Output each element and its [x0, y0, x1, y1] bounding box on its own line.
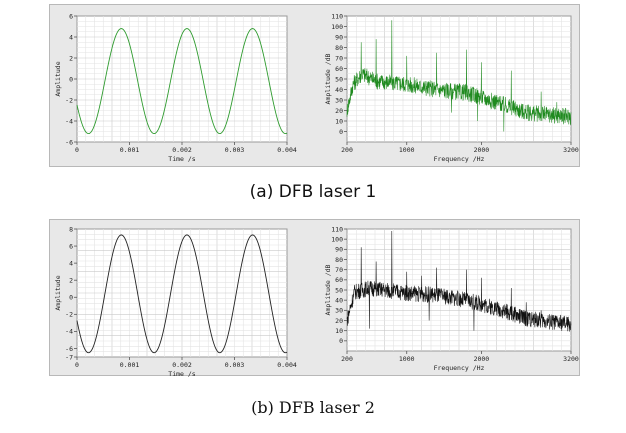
- x-tick-label: 200: [341, 355, 353, 363]
- x-tick-label: 0.002: [172, 146, 192, 154]
- x-tick-label: 0: [75, 146, 79, 154]
- y-tick-label: 70: [335, 54, 343, 62]
- y-tick-label: -4: [65, 328, 73, 336]
- y-tick-label: 60: [335, 65, 343, 73]
- y-tick-label: -4: [65, 117, 73, 125]
- y-axis-label: Amplitude /dB: [324, 53, 332, 104]
- x-tick-label: 200: [341, 146, 353, 154]
- caption-a: (a) DFB laser 1: [249, 182, 377, 202]
- y-tick-label: -2: [65, 96, 73, 104]
- y-axis-label: Amplitude: [54, 275, 62, 310]
- y-tick-label: 70: [335, 266, 343, 274]
- y-tick-label: 10: [335, 327, 343, 335]
- x-tick-label: 3200: [563, 146, 579, 154]
- y-tick-label: 40: [335, 296, 343, 304]
- y-tick-label: 110: [331, 225, 343, 233]
- y-tick-label: 4: [69, 33, 73, 41]
- x-tick-label: 2000: [474, 146, 490, 154]
- series-line: [346, 20, 572, 132]
- x-tick-label: 3200: [563, 355, 579, 363]
- series-line: [76, 234, 288, 354]
- series-line: [346, 231, 572, 332]
- x-tick-label: 0.004: [277, 361, 297, 369]
- y-tick-label: 20: [335, 317, 343, 325]
- chart-b-spectrum: 200 1000 2000 3200 0 10 20 30 40 50 60 70 80 90 100 110…: [324, 225, 579, 372]
- x-axis-label: Time /s: [168, 370, 195, 377]
- y-tick-label: -6: [65, 138, 73, 146]
- y-tick-label: 20: [335, 107, 343, 115]
- y-tick-label: 0: [69, 294, 73, 302]
- x-tick-label: 0.001: [120, 146, 140, 154]
- y-tick-label: 50: [335, 286, 343, 294]
- y-tick-label: 0: [69, 75, 73, 83]
- y-tick-label: 100: [331, 235, 343, 243]
- y-tick-label: 2: [69, 54, 73, 62]
- y-tick-label: 30: [335, 96, 343, 104]
- y-tick-label: 80: [335, 256, 343, 264]
- chart-a-time: 0 0.001 0.002 0.003 0.004 -6 -4 -2 0 2 4 6 Time /s Am…: [54, 12, 297, 163]
- chart-panel-a: 0 0.001 0.002 0.003 0.004 -6 -4 -2 0 2 4 6 Time /s Am…: [49, 4, 580, 167]
- x-axis-label: Frequency /Hz: [434, 364, 485, 372]
- x-axis-label: Frequency /Hz: [434, 155, 485, 163]
- y-tick-label: 10: [335, 117, 343, 125]
- y-tick-label: 50: [335, 75, 343, 83]
- x-tick-label: 0.003: [225, 146, 245, 154]
- caption-b: (b) DFB laser 2: [251, 398, 375, 417]
- y-tick-label: 0: [339, 337, 343, 345]
- y-tick-label: -2: [65, 311, 73, 319]
- y-axis-label: Amplitude: [54, 61, 62, 96]
- y-tick-label: 6: [69, 12, 73, 20]
- y-tick-label: 0: [339, 128, 343, 136]
- x-tick-label: 0.003: [225, 361, 245, 369]
- y-tick-label: 4: [69, 259, 73, 267]
- y-tick-label: 110: [331, 12, 343, 20]
- y-tick-label: 6: [69, 242, 73, 250]
- y-tick-label: 100: [331, 23, 343, 31]
- y-tick-label: 60: [335, 276, 343, 284]
- y-tick-label: 90: [335, 246, 343, 254]
- y-axis-label: Amplitude /dB: [324, 264, 332, 315]
- chart-b-time: 0 0.001 0.002 0.003 0.004 -7-6 -4 -2 0 2 4 6 8 Time /…: [54, 225, 297, 377]
- x-tick-label: 0.001: [120, 361, 140, 369]
- x-tick-label: 0.002: [172, 361, 192, 369]
- y-tick-label: -6: [65, 345, 73, 353]
- chart-panel-b: 0 0.001 0.002 0.003 0.004 -7 -6 -4 -2 0 2 4 6 8 Time /…: [49, 219, 580, 377]
- x-tick-label: 0.004: [277, 146, 297, 154]
- x-tick-label: 2000: [474, 355, 490, 363]
- y-tick-label: 90: [335, 33, 343, 41]
- y-tick-label: -7: [65, 353, 73, 361]
- y-tick-label: 2: [69, 277, 73, 285]
- y-tick-label: 80: [335, 44, 343, 52]
- x-axis-label: Time /s: [168, 155, 195, 163]
- y-tick-label: 40: [335, 86, 343, 94]
- x-tick-label: 0: [75, 361, 79, 369]
- x-tick-label: 1000: [399, 355, 415, 363]
- series-line: [76, 28, 288, 135]
- chart-a-spectrum: 200 1000 2000 3200 0 10 20 30 40 50 60 70 80 90 100 110…: [324, 12, 579, 163]
- y-tick-label: 30: [335, 307, 343, 315]
- y-tick-label: 8: [69, 225, 73, 233]
- x-tick-label: 1000: [399, 146, 415, 154]
